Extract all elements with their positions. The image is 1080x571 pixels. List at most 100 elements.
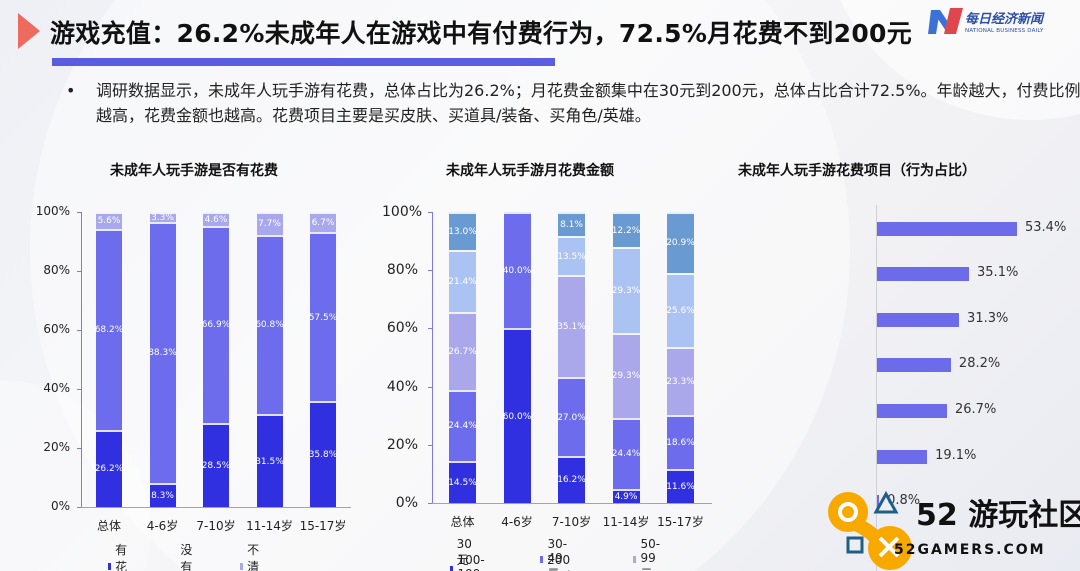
legend-item: 200元以上 [540,553,574,571]
bar-segment: 28.5% [202,422,230,507]
x-category-label: 4-6岁 [501,515,533,529]
bar-segment: 25.6% [666,272,695,348]
stacked-bar: 35.8% 57.5% 6.7% [309,212,337,507]
bar-segment: 23.3% [666,347,695,416]
x-category-label: 11-14岁 [602,515,650,529]
x-category-label: 4-6岁 [146,519,179,533]
bar-segment: 29.3% [612,332,640,418]
y-tick-label: 80% [43,263,70,277]
stacked-bar: 16.2% 27.0% 35.1% 13.5% 8.1% [557,212,586,503]
x-category-label: 11-14岁 [246,519,293,533]
hbar-value-label: 19.1% [935,448,977,463]
bar-segment: 3.3% [149,212,176,224]
x-category-label: 15-17岁 [299,519,347,533]
y-tick-label: 60% [386,320,418,337]
hbar-value-label: 53.4% [1025,220,1067,235]
y-axis [432,212,433,503]
stacked-bar: 28.5% 66.9% 4.6% [202,212,230,507]
y-tick-label: 20% [43,440,70,454]
bar-segment: 4.9% [612,488,640,503]
legend-item: 50-99元 [633,537,664,571]
x-category-label: 7-10岁 [196,519,236,533]
legend-swatch [240,563,244,570]
legend-label: 30元以内 [456,537,472,571]
hbar-value-label: 26.7% [955,402,997,417]
bar-segment: 60.0% [503,328,531,503]
x-category-label: 总体 [96,519,121,533]
legend-item: 有花费 [108,541,131,571]
legend-item: 30元以内 [450,537,476,571]
hbar [877,495,880,509]
legend-swatch [450,566,453,571]
y-tick-mark [77,448,81,449]
bar-segment: 16.2% [557,455,586,503]
bar-segment: 21.4% [448,249,477,313]
hbar [877,313,960,327]
y-tick-label: 0% [50,499,70,513]
bar-segment: 60.8% [255,234,284,415]
bar-segment: 12.2% [612,212,640,248]
bar-segment: 8.3% [149,482,176,507]
hbar [877,222,1017,236]
bullet-dot: • [66,81,76,100]
y-tick-label: 40% [386,378,418,395]
legend-label: 没有花费 [180,543,193,571]
bar-segment: 13.5% [557,235,586,276]
title-underline [52,58,555,66]
legend-item: 30-49元 [540,537,571,571]
y-tick-mark [428,444,432,446]
legend-label: 不清楚 [247,543,260,571]
legend-label: 50-99元 [640,537,661,571]
x-category-label: 7-10岁 [551,515,592,529]
y-axis [81,212,82,507]
y-tick-mark [428,386,432,388]
stacked-bar: 8.3% 88.3% 3.3% [148,212,177,507]
watermark-text: 52 游玩社区 [916,498,1080,533]
nbd-logo-icon [928,8,963,34]
bar-segment: 24.4% [448,389,477,461]
bar-segment: 24.4% [612,417,640,489]
bar-segment: 31.5% [255,414,284,507]
legend-label: 100-199元 [457,553,485,571]
y-tick-label: 20% [386,436,418,453]
legend-swatch [633,556,637,563]
y-tick-mark [77,507,81,508]
bar-segment: 27.0% [557,377,586,456]
hbar [877,358,951,372]
y-tick-mark [77,212,81,213]
legend-swatch [540,556,544,563]
logo-text-en: NATIONAL BUSINESS DAILY [965,28,1044,34]
bar-segment: 29.3% [612,247,640,333]
bar-segment: 26.7% [448,312,477,390]
bar-segment: 4.6% [203,212,229,226]
x-axis [81,507,351,508]
bar-segment: 14.5% [448,460,477,503]
bar-segment: 5.6% [96,212,122,229]
chart3-title: 未成年人玩手游花费项目（行为占比） [738,163,976,179]
y-tick-mark [77,389,81,390]
y-axis [876,205,877,571]
bar-segment: 57.5% [309,231,337,402]
hbar-value-label: 31.3% [967,311,1009,326]
chart1-title: 未成年人玩手游是否有花费 [110,163,278,179]
y-tick-mark [77,271,81,272]
hbar [877,267,970,281]
legend-item: 不清楚 [240,541,263,571]
legend-label: 200元以上 [547,553,571,571]
y-tick-label: 0% [395,495,418,511]
y-tick-mark [428,503,432,504]
hbar-value-label: 28.2% [958,356,1001,371]
slide-title: 游戏充值：26.2%未成年人在游戏中有付费行为，72.5%月花费不到200元 [50,19,913,48]
legend-label: 30-49元 [547,537,568,571]
hbar-value-label: 0.8% [887,493,921,508]
bar-segment: 7.7% [256,212,283,235]
gamepad-logo-icon [828,490,912,570]
stacked-bar: 4.9% 24.4% 29.3% 29.3% 12.2% [612,212,640,503]
bar-segment: 18.6% [666,415,695,470]
bar-segment: 20.9% [666,212,695,273]
logo-text-cn: 每日经济新闻 [965,12,1044,27]
legend-swatch [108,563,112,570]
summary-text: 调研数据显示，未成年人玩手游有花费，总体占比为26.2%；月花费金额集中在30元… [96,81,1080,125]
chart2-title: 未成年人玩手游月花费金额 [446,163,614,179]
bar-segment: 26.2% [95,429,123,507]
